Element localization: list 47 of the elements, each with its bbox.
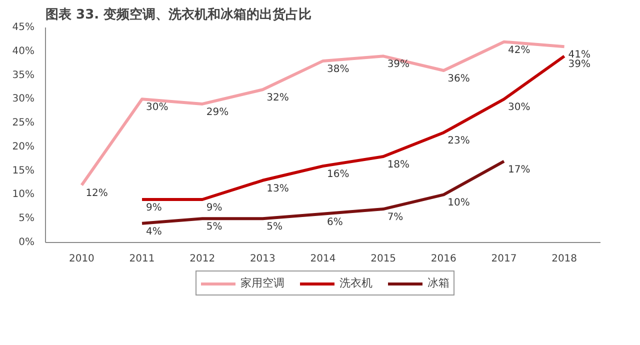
y-tick-label: 10% (12, 189, 35, 200)
data-label: 30% (508, 102, 530, 114)
y-tick-label: 25% (12, 118, 35, 129)
y-tick-label: 15% (12, 165, 35, 176)
data-label: 5% (206, 222, 222, 233)
data-label: 39% (568, 59, 591, 70)
data-label: 42% (508, 44, 530, 56)
data-label: 18% (387, 160, 410, 170)
x-tick-label: 2018 (552, 254, 578, 264)
data-label: 32% (266, 92, 289, 104)
data-label: 9% (206, 202, 222, 214)
x-tick-label: 2011 (129, 254, 155, 264)
legend-label: 家用空调 (240, 276, 284, 290)
y-tick-label: 30% (12, 94, 35, 105)
data-label: 5% (266, 222, 283, 233)
legend-label: 洗衣机 (340, 276, 372, 290)
data-label: 41% (568, 50, 591, 61)
y-tick-label: 45% (12, 22, 35, 33)
x-tick-label: 2013 (250, 254, 276, 264)
data-label: 29% (206, 106, 229, 118)
data-label: 7% (387, 212, 404, 224)
y-tick-label: 0% (18, 237, 35, 248)
data-label: 36% (448, 74, 470, 84)
y-tick-label: 20% (12, 141, 35, 152)
x-tick-label: 2012 (190, 254, 216, 264)
x-tick-label: 2015 (370, 254, 396, 264)
legend-label: 冰箱 (428, 276, 450, 290)
data-label: 4% (146, 226, 162, 238)
data-label: 16% (327, 169, 350, 180)
y-tick-label: 40% (12, 46, 35, 57)
x-tick-label: 2016 (430, 254, 456, 264)
data-label: 39% (387, 59, 410, 70)
x-tick-label: 2010 (68, 254, 94, 264)
chart-title: 图表 33. 变频空调、洗衣机和冰箱的出货占比 (46, 6, 312, 22)
data-label: 38% (327, 64, 350, 75)
data-label: 12% (86, 188, 108, 200)
data-label: 10% (448, 198, 470, 209)
data-label: 17% (508, 164, 530, 176)
y-tick-label: 5% (18, 213, 35, 224)
data-label: 30% (146, 102, 168, 114)
data-label: 23% (448, 136, 470, 147)
data-label: 13% (266, 183, 289, 194)
x-tick-label: 2014 (310, 254, 336, 264)
data-label: 9% (146, 202, 162, 214)
y-tick-label: 35% (12, 70, 35, 81)
x-tick-label: 2017 (491, 254, 517, 264)
data-label: 6% (327, 216, 343, 228)
